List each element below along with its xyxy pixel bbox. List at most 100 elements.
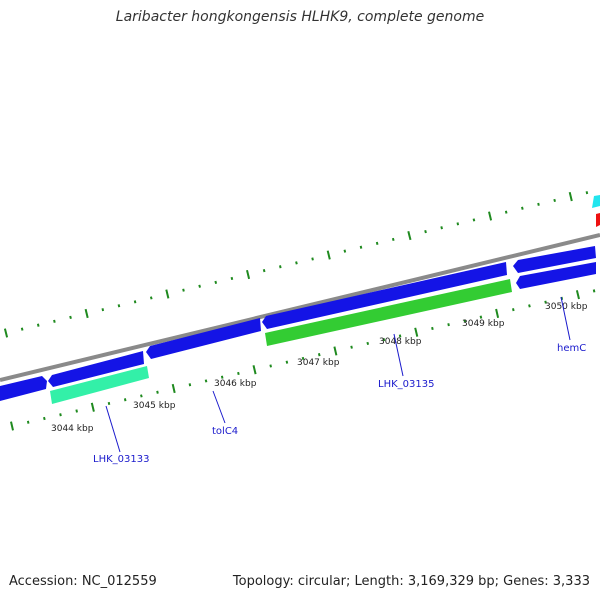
accession-text: Accession: NC_012559 <box>9 574 157 589</box>
outer-tick-mark <box>424 230 427 234</box>
inner-tick-mark <box>528 304 531 308</box>
outer-tick-mark <box>69 315 72 320</box>
outer-tick-mark <box>407 230 412 241</box>
leader-line-hemC <box>560 296 571 341</box>
inner-tick-mark <box>269 364 272 368</box>
leader-line-LHK_03135 <box>393 333 404 377</box>
outer-tick-mark <box>198 284 201 288</box>
tick-label-3044: 3044 kbp <box>51 424 94 434</box>
inner-tick-mark <box>90 402 95 412</box>
outer-tick-mark <box>84 308 89 319</box>
gene-label-LHK_03135[interactable]: LHK_03135 <box>378 379 434 390</box>
gene-label-hemC[interactable]: hemC <box>557 343 586 354</box>
outer-tick-mark <box>359 245 363 249</box>
genome-backbone <box>0 233 600 382</box>
outer-tick-mark <box>295 261 298 265</box>
inner-tick-mark <box>252 365 257 375</box>
map-title: Laribacter hongkongensis HLHK9, complete… <box>115 9 485 25</box>
outer-tick-mark <box>343 249 347 253</box>
outer-tick-mark <box>214 280 218 284</box>
inner-tick-mark <box>350 345 353 349</box>
outer-tick-mark <box>440 226 443 230</box>
outer-tick-mark <box>568 191 573 202</box>
inner-tick-mark <box>447 323 450 327</box>
gene-label-LHK_03133[interactable]: LHK_03133 <box>93 454 149 465</box>
outer-tick-mark <box>182 288 185 292</box>
inner-tick-mark <box>512 308 515 312</box>
outer-tick-mark <box>537 202 540 206</box>
inner-tick-mark <box>431 326 434 331</box>
outer-tick-mark <box>279 265 282 269</box>
leader-line-LHK_03133 <box>105 405 121 453</box>
gene-blue-2[interactable] <box>48 351 144 387</box>
outer-tick-mark <box>36 323 40 327</box>
inner-tick-mark <box>10 421 14 431</box>
tick-label-3049: 3049 kbp <box>462 319 505 329</box>
leader-line-tolC4 <box>212 390 226 424</box>
inner-tick-mark <box>59 413 62 417</box>
gene-green-LHK_03135[interactable] <box>265 279 512 346</box>
inner-tick-mark <box>204 379 208 383</box>
outer-tick-mark <box>230 276 234 281</box>
gene-blue-4[interactable] <box>262 262 507 329</box>
inner-tick-mark <box>285 360 289 364</box>
gene-cyan-partial[interactable] <box>592 195 600 208</box>
inner-tick-mark <box>26 420 30 424</box>
outer-tick-mark <box>504 210 508 214</box>
outer-tick-mark <box>101 308 105 312</box>
inner-tick-mark <box>414 327 419 337</box>
outer-tick-mark <box>521 206 524 210</box>
inner-tick-mark <box>479 315 483 319</box>
gene-red-partial[interactable] <box>596 213 600 227</box>
outer-tick-mark <box>456 222 460 226</box>
inner-tick-mark <box>301 356 305 361</box>
inner-tick-mark <box>75 409 78 413</box>
gene-blue-6[interactable] <box>516 262 596 289</box>
tick-label-3045: 3045 kbp <box>133 401 176 411</box>
gene-blue-3[interactable] <box>146 318 261 359</box>
outer-tick-mark <box>149 296 153 300</box>
outer-tick-mark <box>391 237 395 242</box>
outer-tick-mark <box>262 269 266 273</box>
outer-tick-track <box>3 191 589 338</box>
outer-tick-mark <box>311 257 314 261</box>
inner-tick-mark <box>220 375 224 379</box>
inner-tick-track <box>10 289 596 431</box>
tick-label-3047: 3047 kbp <box>297 358 340 368</box>
outer-tick-mark <box>375 241 379 245</box>
inner-tick-mark <box>592 289 596 293</box>
outer-tick-mark <box>472 218 476 222</box>
outer-tick-mark <box>246 269 251 280</box>
tick-label-3050: 3050 kbp <box>545 302 588 312</box>
outer-tick-mark <box>20 327 24 331</box>
inner-tick-mark <box>188 383 192 387</box>
outer-tick-mark <box>165 289 170 299</box>
gene-mint-LHK_03133[interactable] <box>50 366 149 404</box>
inner-tick-mark <box>140 394 143 398</box>
inner-tick-mark <box>43 416 46 421</box>
outer-tick-mark <box>3 328 9 338</box>
inner-tick-mark <box>382 338 386 342</box>
outer-tick-mark <box>585 191 589 195</box>
inner-tick-mark <box>333 346 338 356</box>
inner-tick-mark <box>107 401 111 406</box>
inner-tick-mark <box>544 300 547 304</box>
outer-tick-mark <box>326 250 331 260</box>
outer-tick-mark <box>488 211 493 221</box>
inner-tick-mark <box>237 371 240 376</box>
tick-label-3046: 3046 kbp <box>214 379 257 389</box>
inner-tick-mark <box>171 383 176 394</box>
outer-tick-mark <box>553 198 556 203</box>
inner-tick-mark <box>366 341 370 346</box>
gene-blue-1[interactable] <box>0 376 47 401</box>
gene-label-tolC4[interactable]: tolC4 <box>212 426 238 437</box>
inner-tick-mark <box>317 353 321 357</box>
gene-blue-5[interactable] <box>513 246 596 273</box>
inner-tick-mark <box>463 319 467 323</box>
inner-tick-mark <box>398 334 402 338</box>
outer-tick-mark <box>117 304 121 308</box>
tick-label-3048: 3048 kbp <box>379 337 422 347</box>
outer-tick-mark <box>53 319 56 323</box>
inner-tick-mark <box>156 390 159 394</box>
